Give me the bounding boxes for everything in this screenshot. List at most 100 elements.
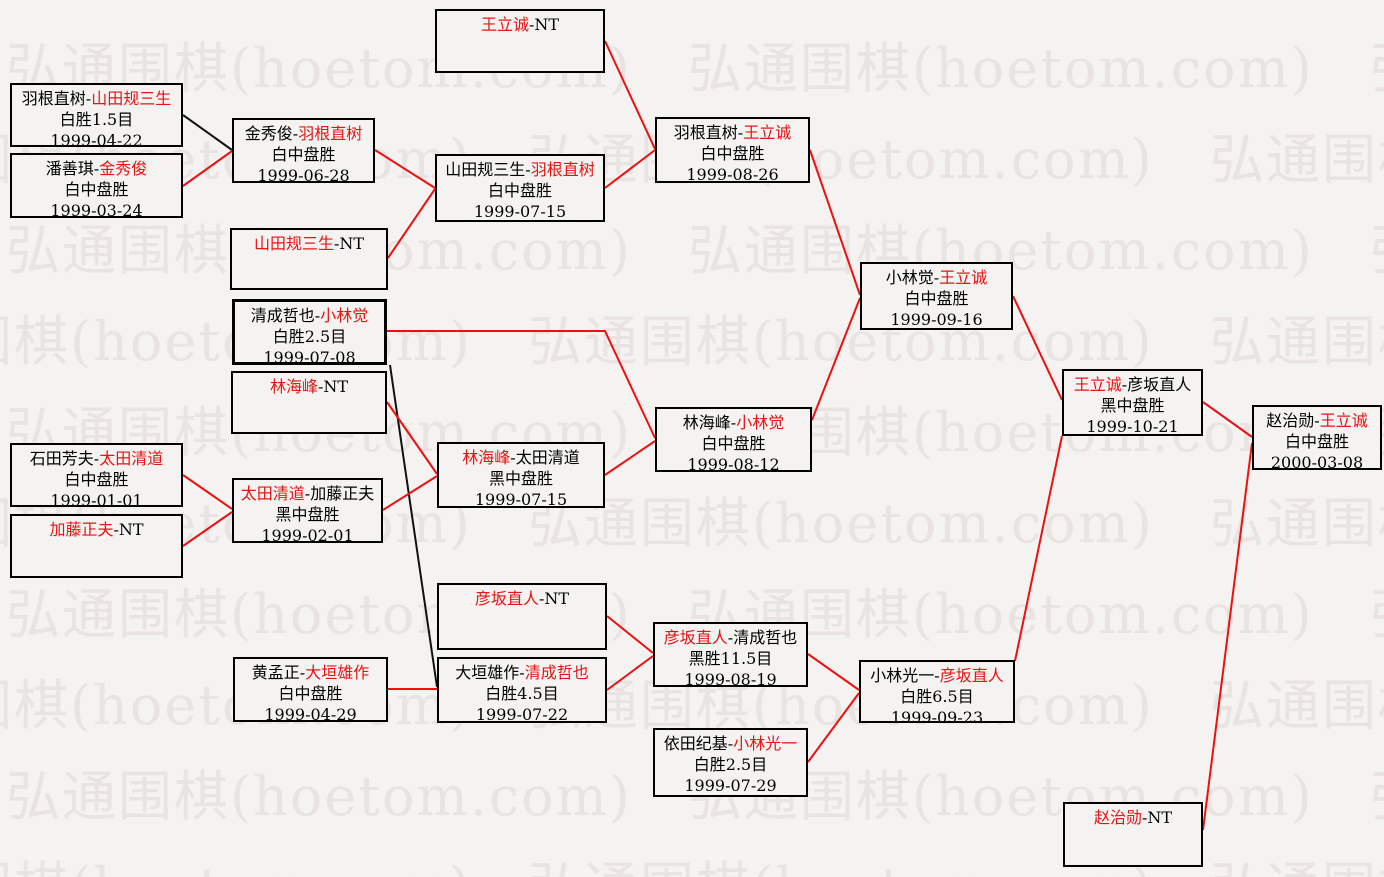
match-date: 1999-02-01 bbox=[261, 526, 354, 545]
winner-player-name: 太田清道 bbox=[99, 449, 164, 468]
player-name: 大垣雄作- bbox=[455, 663, 525, 682]
player-name: -清成哲也 bbox=[727, 628, 798, 647]
winner-path-line bbox=[1014, 435, 1063, 662]
match-date: 1999-07-15 bbox=[473, 202, 567, 221]
player-name: 石田芳夫- bbox=[29, 449, 100, 468]
match-date: 1999-08-19 bbox=[684, 670, 777, 689]
player-name: 赵治勋- bbox=[1266, 411, 1320, 430]
match-players: 加藤正夫-NT bbox=[12, 519, 181, 540]
match-box-ogaki-kiyonari: 大垣雄作-清成哲也 白胜4.5目 1999-07-22 bbox=[437, 657, 607, 724]
match-result: 白胜1.5目 bbox=[59, 110, 134, 129]
match-players: 彦坂直人-NT bbox=[439, 588, 605, 609]
loser-path-line bbox=[182, 114, 233, 151]
match-box-ishida-ota: 石田芳夫-太田清道 白中盘胜 1999-01-01 bbox=[10, 443, 183, 510]
match-box-hane-yamada: 羽根直树-山田规三生 白胜1.5目 1999-04-22 bbox=[10, 83, 183, 150]
match-date: 1999-08-26 bbox=[686, 165, 779, 184]
match-players: 太田清道-加藤正夫 bbox=[234, 483, 381, 504]
match-players: 林海峰-太田清道 bbox=[439, 447, 603, 468]
match-players: 羽根直树-王立诚 bbox=[657, 122, 808, 143]
watermark-text: 弘通围棋(hoetom.com) 弘通围棋(hoetom.com) 弘通围棋(h… bbox=[0, 492, 1384, 555]
winner-path-line bbox=[182, 474, 233, 510]
match-players: 依田纪基-小林光一 bbox=[655, 733, 806, 754]
match-box-yoda-kobayashikoichi: 依田纪基-小林光一 白胜2.5目 1999-07-29 bbox=[653, 728, 808, 797]
match-result: 黑中盘胜 bbox=[488, 469, 553, 488]
match-players: 林海峰-小林觉 bbox=[657, 412, 810, 433]
winner-player-name: 清成哲也 bbox=[524, 663, 589, 682]
winner-path-line bbox=[606, 655, 654, 691]
match-result bbox=[232, 254, 386, 275]
match-date: 1999-06-28 bbox=[257, 166, 350, 185]
match-date: 1999-07-15 bbox=[474, 490, 568, 509]
winner-path-line bbox=[807, 692, 860, 763]
winner-player-name: 小林觉 bbox=[320, 306, 369, 325]
winner-player-name: 小林光一 bbox=[733, 734, 798, 753]
match-players: 小林觉-王立诚 bbox=[862, 267, 1011, 288]
match-box-yamada-hane: 山田规三生-羽根直树 白中盘胜 1999-07-15 bbox=[435, 154, 605, 222]
winner-path-line bbox=[387, 188, 436, 259]
winner-player-name: 小林觉 bbox=[736, 413, 785, 432]
match-date: 1999-09-23 bbox=[890, 708, 984, 727]
winner-path-line bbox=[604, 149, 656, 189]
winner-player-name: 羽根直树 bbox=[530, 160, 595, 179]
match-result bbox=[12, 540, 181, 561]
match-result bbox=[233, 397, 385, 418]
winner-path-line bbox=[809, 149, 861, 296]
winner-player-name: 太田清道 bbox=[240, 484, 305, 503]
match-players: 大垣雄作-清成哲也 bbox=[439, 662, 605, 683]
match-result: 黑中盘胜 bbox=[275, 505, 340, 524]
match-players: 小林光一-彦坂直人 bbox=[861, 665, 1013, 686]
match-date: 1999-03-24 bbox=[50, 201, 143, 220]
winner-player-name: 彦坂直人 bbox=[663, 628, 728, 647]
winner-path-line bbox=[1012, 295, 1063, 401]
winner-path-line bbox=[386, 401, 438, 475]
watermark-text: 弘通围棋(hoetom.com) 弘通围棋(hoetom.com) 弘通围棋(h… bbox=[0, 843, 1384, 877]
match-players: 潘善琪-金秀俊 bbox=[12, 158, 181, 179]
winner-player-name: 大垣雄作 bbox=[305, 663, 370, 682]
match-players: 石田芳夫-太田清道 bbox=[12, 448, 181, 469]
match-result: 黑中盘胜 bbox=[1100, 396, 1165, 415]
match-result: 白中盘胜 bbox=[487, 181, 552, 200]
match-date: 1999-04-29 bbox=[264, 705, 357, 724]
match-box-wanglicheng-nt: 王立诚-NT bbox=[435, 9, 605, 73]
winner-path-line bbox=[604, 40, 656, 150]
match-date: 1999-07-08 bbox=[263, 348, 356, 367]
winner-path-line bbox=[182, 511, 233, 547]
match-players: 金秀俊-羽根直树 bbox=[234, 123, 373, 144]
match-box-linhaifeng-nt: 林海峰-NT bbox=[231, 371, 387, 434]
winner-player-name: 金秀俊 bbox=[99, 159, 148, 178]
match-date: 1999-08-12 bbox=[687, 455, 780, 474]
match-result: 白中盘胜 bbox=[64, 180, 129, 199]
match-box-linhaifeng-kobayashisatoru: 林海峰-小林觉 白中盘胜 1999-08-12 bbox=[655, 407, 812, 474]
winner-path-line bbox=[807, 653, 860, 691]
match-result bbox=[1065, 828, 1201, 849]
match-box-kato-nt: 加藤正夫-NT bbox=[10, 514, 183, 578]
match-players: 赵治勋-NT bbox=[1065, 807, 1201, 828]
match-result: 白中盘胜 bbox=[278, 684, 343, 703]
winner-player-name: 羽根直树 bbox=[298, 124, 363, 143]
match-date bbox=[437, 56, 603, 77]
player-name: 清成哲也- bbox=[250, 306, 321, 325]
match-result bbox=[437, 35, 603, 56]
match-date: 1999-07-29 bbox=[684, 776, 777, 795]
match-box-zhaozhixun-wanglicheng: 赵治勋-王立诚 白中盘胜 2000-03-08 bbox=[1252, 405, 1382, 472]
match-result: 白中盘胜 bbox=[701, 434, 766, 453]
match-players: 彦坂直人-清成哲也 bbox=[655, 627, 806, 648]
player-name: 黄孟正- bbox=[251, 663, 306, 682]
match-box-kiyonari-kobayashisatoru: 清成哲也-小林觉 白胜2.5目 1999-07-08 bbox=[232, 299, 387, 367]
winner-path-line bbox=[382, 475, 438, 511]
winner-player-name: 山田规三生 bbox=[91, 89, 172, 108]
match-result: 白中盘胜 bbox=[700, 144, 765, 163]
match-box-hikosaka-nt: 彦坂直人-NT bbox=[437, 583, 607, 650]
winner-path-line bbox=[811, 297, 861, 421]
match-date: 2000-03-08 bbox=[1270, 453, 1364, 472]
match-result: 白中盘胜 bbox=[1284, 432, 1349, 451]
winner-player-name: 加藤正夫 bbox=[49, 520, 114, 539]
winner-path-line bbox=[182, 150, 233, 187]
match-result: 白中盘胜 bbox=[271, 145, 336, 164]
match-players: 山田规三生-NT bbox=[232, 233, 386, 254]
match-players: 羽根直树-山田规三生 bbox=[12, 88, 181, 109]
winner-path-line bbox=[374, 149, 436, 189]
player-name: -NT bbox=[113, 520, 144, 539]
match-box-zhaozhixun-nt: 赵治勋-NT bbox=[1063, 802, 1203, 867]
